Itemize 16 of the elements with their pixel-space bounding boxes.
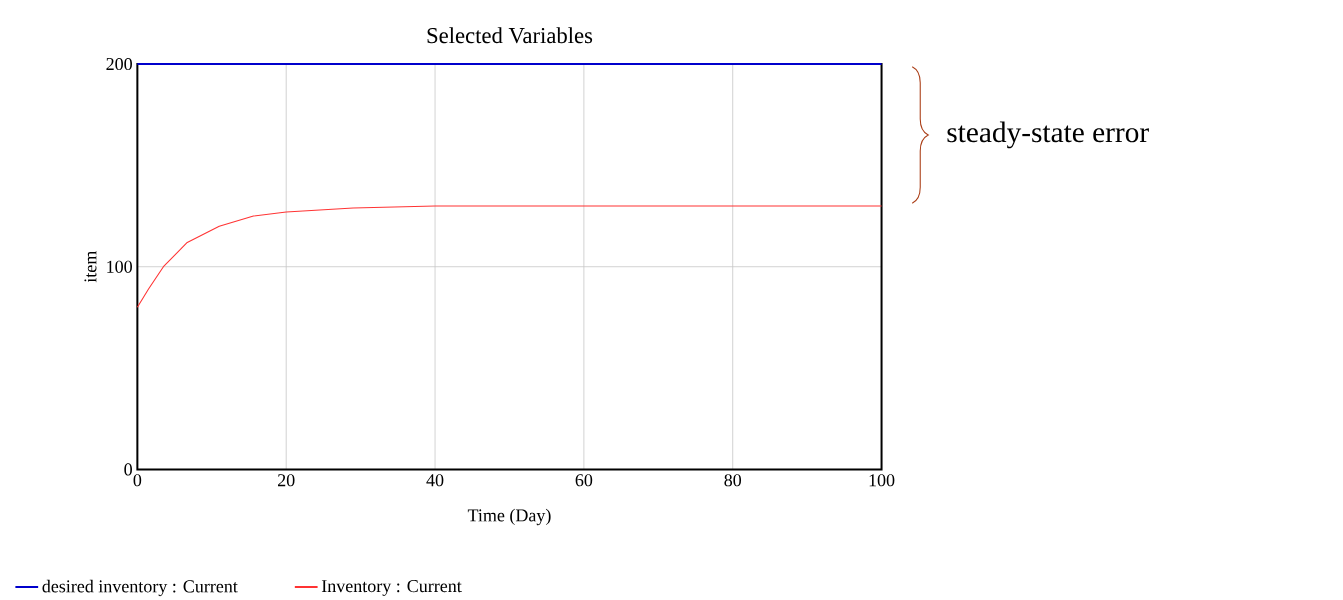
legend-label: desired inventory : Current [42, 579, 238, 597]
chart-title: Selected Variables [427, 27, 593, 44]
x-tick-label: 20 [278, 474, 295, 487]
y-axis-title: item [84, 250, 97, 283]
x-tick-label: 40 [426, 474, 444, 487]
y-tick-label: 0 [124, 463, 132, 476]
x-tick-label: 60 [575, 474, 593, 487]
text: steady-state error [947, 121, 1149, 149]
x-tick-label: 80 [724, 474, 742, 487]
y-tick-label: 200 [106, 57, 132, 71]
x-axis-title: Time (Day) [467, 508, 551, 526]
y-tick-label: 100 [107, 260, 132, 273]
legend-label: Inventory : Current [321, 579, 462, 596]
x-tick-label: 100 [869, 474, 895, 487]
line-series [136, 205, 883, 308]
x-tick-label: 0 [133, 474, 142, 487]
